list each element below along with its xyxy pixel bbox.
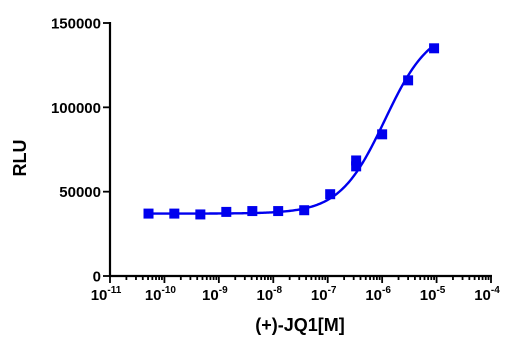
y-axis-label: RLU: [10, 140, 30, 177]
y-tick-label: 100000: [51, 100, 101, 117]
data-point: [143, 208, 154, 219]
x-axis-ticks: 10-11 10-10 10-9 10-8 10-7 10-6 10-5 10-4: [91, 276, 500, 304]
y-tick-label: 0: [93, 269, 101, 286]
x-tick-label: 10-6: [365, 285, 391, 304]
x-tick-label: 10-9: [202, 285, 228, 304]
data-point: [299, 205, 310, 216]
x-axis-label: (+)-JQ1[M]: [255, 315, 345, 335]
data-point: [377, 129, 388, 140]
x-tick-label: 10-7: [311, 285, 337, 304]
y-axis-ticks: 0 50000 100000 150000: [51, 16, 110, 286]
x-tick-label: 10-4: [474, 285, 500, 304]
x-tick-label: 10-10: [145, 285, 177, 304]
data-point: [351, 161, 362, 172]
y-tick-label: 50000: [59, 184, 101, 201]
data-point: [247, 206, 258, 217]
y-tick-label: 150000: [51, 16, 101, 33]
data-point: [325, 189, 336, 200]
data-point: [403, 75, 414, 86]
data-point: [169, 208, 180, 219]
data-point: [273, 206, 284, 217]
data-point: [429, 43, 440, 54]
data-point: [351, 155, 362, 166]
x-tick-label: 10-8: [256, 285, 282, 304]
x-tick-label: 10-5: [420, 285, 446, 304]
fit-curve: [148, 44, 435, 215]
data-points: [143, 43, 440, 220]
x-tick-label: 10-11: [91, 285, 122, 304]
data-point: [221, 206, 232, 217]
data-point: [195, 209, 206, 220]
